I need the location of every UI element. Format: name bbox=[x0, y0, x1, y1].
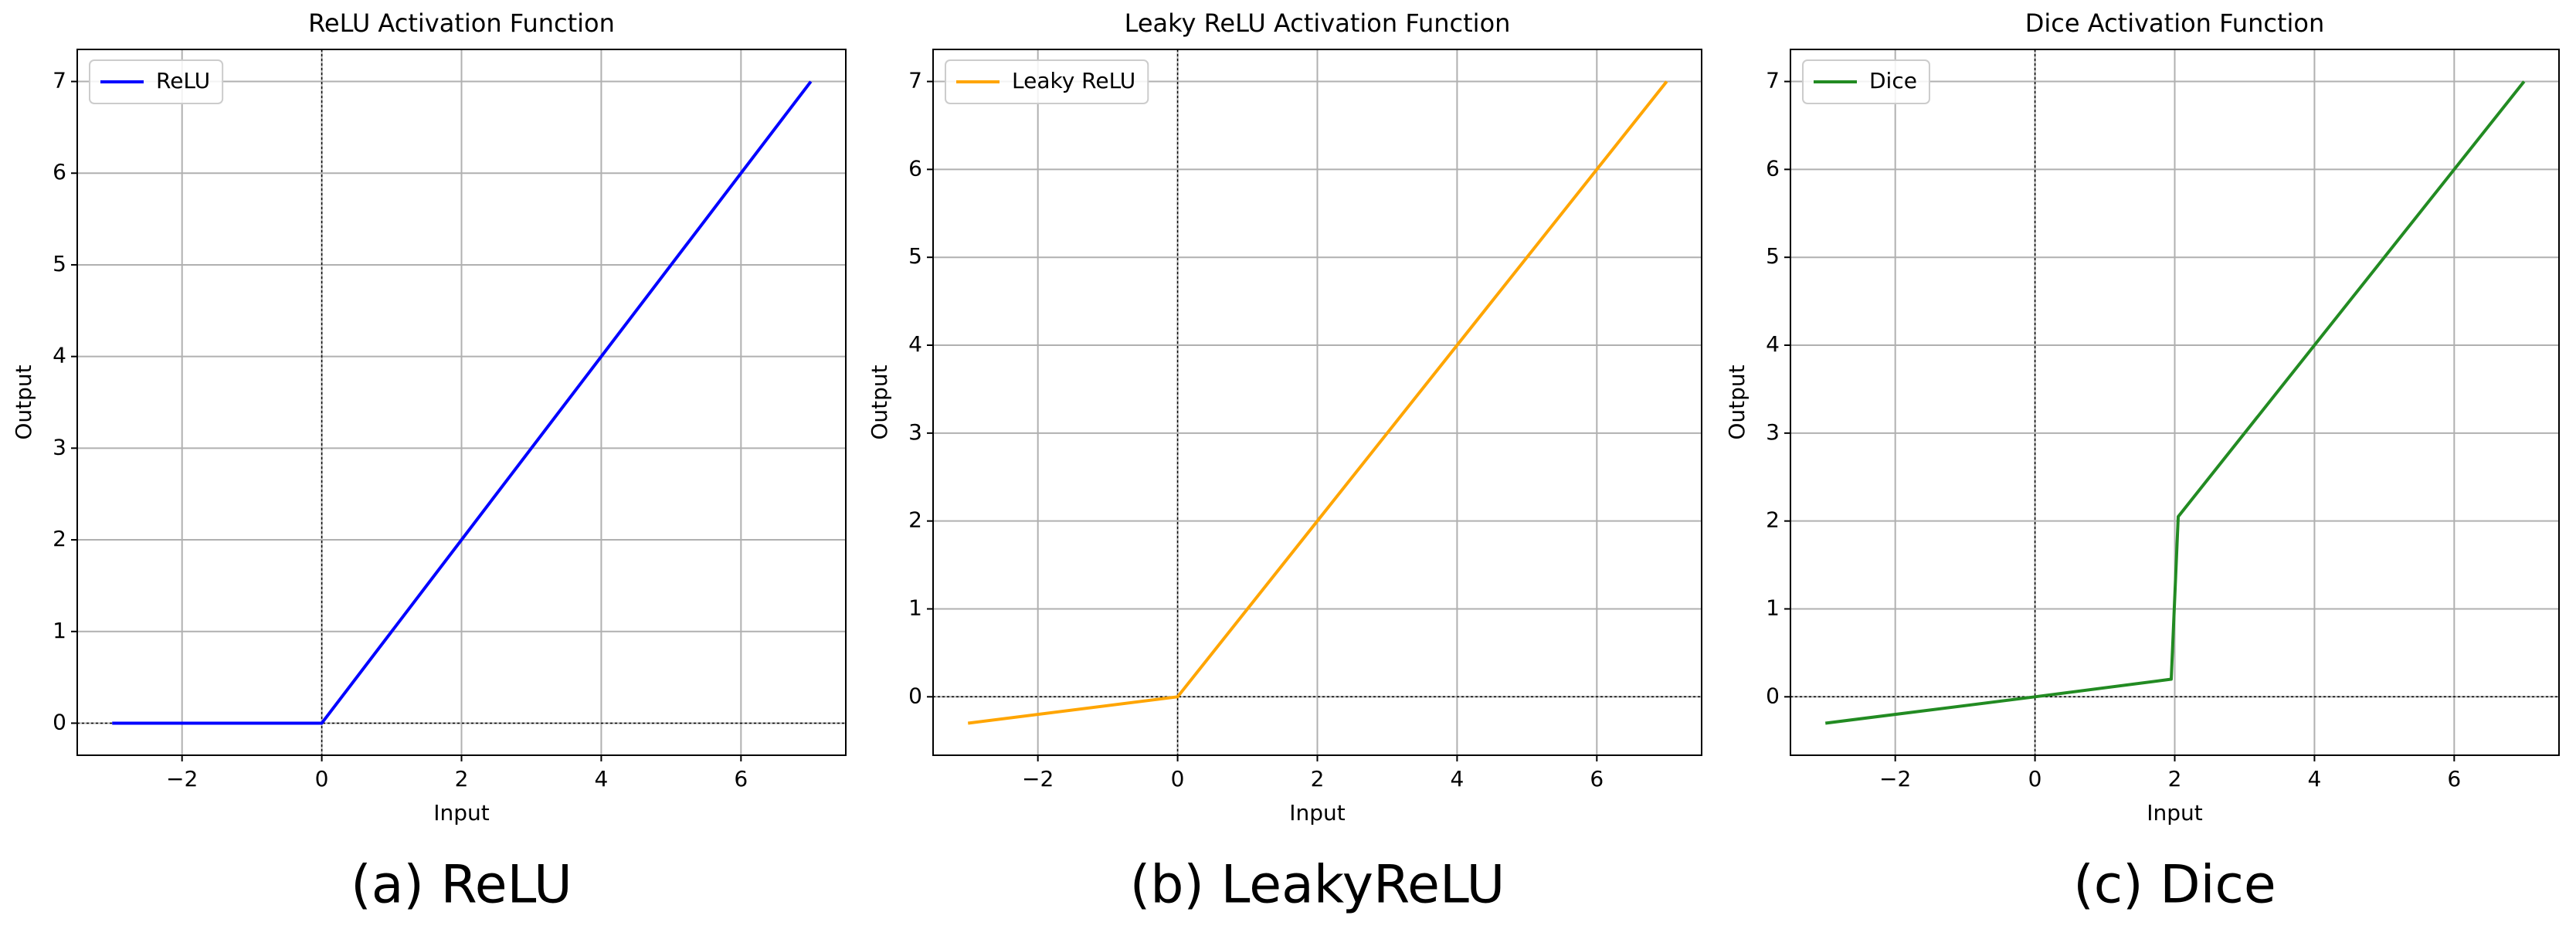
legend-label: Dice bbox=[1869, 68, 1917, 93]
x-tick-label: 4 bbox=[594, 766, 608, 792]
chart-title: Leaky ReLU Activation Function bbox=[1125, 8, 1511, 38]
plot-frame bbox=[76, 49, 847, 756]
y-tick-label: 3 bbox=[908, 419, 922, 445]
y-tick-label: 4 bbox=[1766, 331, 1780, 357]
chart-title: ReLU Activation Function bbox=[308, 8, 615, 38]
x-tick-label: 0 bbox=[2028, 766, 2042, 792]
x-tick-label: 6 bbox=[1590, 766, 1604, 792]
x-tick-label: 2 bbox=[2168, 766, 2182, 792]
x-tick-label: 2 bbox=[455, 766, 469, 792]
line bbox=[967, 80, 1668, 725]
x-tick-label: 6 bbox=[2447, 766, 2461, 792]
caption: (c) Dice bbox=[2073, 855, 2276, 916]
y-tick-label: 0 bbox=[53, 709, 66, 734]
line bbox=[1824, 80, 2526, 725]
y-tick-label: 3 bbox=[53, 434, 66, 459]
y-tick-label: 7 bbox=[53, 68, 66, 93]
y-tick-label: 2 bbox=[1766, 507, 1780, 533]
x-axis-label: Input bbox=[433, 800, 490, 826]
y-tick-label: 3 bbox=[1766, 419, 1780, 445]
legend-label: ReLU bbox=[156, 68, 210, 93]
y-tick-label: 6 bbox=[53, 159, 66, 185]
y-tick-label: 2 bbox=[53, 526, 66, 551]
caption: (b) LeakyReLU bbox=[1130, 855, 1505, 916]
y-tick-label: 0 bbox=[1766, 683, 1780, 708]
y-tick-label: 7 bbox=[908, 68, 922, 93]
x-tick-label: −2 bbox=[166, 766, 198, 792]
y-tick-label: 5 bbox=[53, 251, 66, 276]
y-axis-label: Output bbox=[1724, 364, 1750, 439]
y-axis-label: Output bbox=[867, 364, 892, 439]
plot-frame bbox=[932, 49, 1702, 756]
x-tick-label: −2 bbox=[1879, 766, 1911, 792]
y-tick-label: 0 bbox=[908, 683, 922, 708]
y-tick-label: 6 bbox=[908, 155, 922, 181]
y-tick-label: 1 bbox=[53, 618, 66, 643]
x-tick-label: 2 bbox=[1311, 766, 1325, 792]
caption: (a) ReLU bbox=[351, 855, 572, 916]
x-tick-label: 4 bbox=[1450, 766, 1464, 792]
y-tick-label: 4 bbox=[53, 343, 66, 368]
legend-box bbox=[89, 59, 224, 104]
y-tick-label: 1 bbox=[908, 595, 922, 620]
x-tick-label: 0 bbox=[1171, 766, 1185, 792]
legend-label: Leaky ReLU bbox=[1012, 68, 1135, 93]
y-tick-label: 2 bbox=[908, 507, 922, 533]
x-tick-label: 0 bbox=[315, 766, 329, 792]
y-tick-label: 1 bbox=[1766, 595, 1780, 620]
y-tick-label: 4 bbox=[908, 331, 922, 357]
line bbox=[112, 80, 813, 725]
x-axis-label: Input bbox=[1289, 800, 1346, 826]
x-tick-label: −2 bbox=[1022, 766, 1054, 792]
x-tick-label: 6 bbox=[734, 766, 748, 792]
legend-box bbox=[1802, 59, 1930, 104]
y-tick-label: 5 bbox=[908, 243, 922, 269]
y-tick-label: 6 bbox=[1766, 155, 1780, 181]
y-axis-label: Output bbox=[11, 364, 36, 439]
legend-box bbox=[945, 59, 1149, 104]
y-tick-label: 5 bbox=[1766, 243, 1780, 269]
x-axis-label: Input bbox=[2147, 800, 2203, 826]
x-tick-label: 4 bbox=[2307, 766, 2321, 792]
plot-frame bbox=[1790, 49, 2560, 756]
chart-title: Dice Activation Function bbox=[2025, 8, 2324, 38]
y-tick-label: 7 bbox=[1766, 68, 1780, 93]
